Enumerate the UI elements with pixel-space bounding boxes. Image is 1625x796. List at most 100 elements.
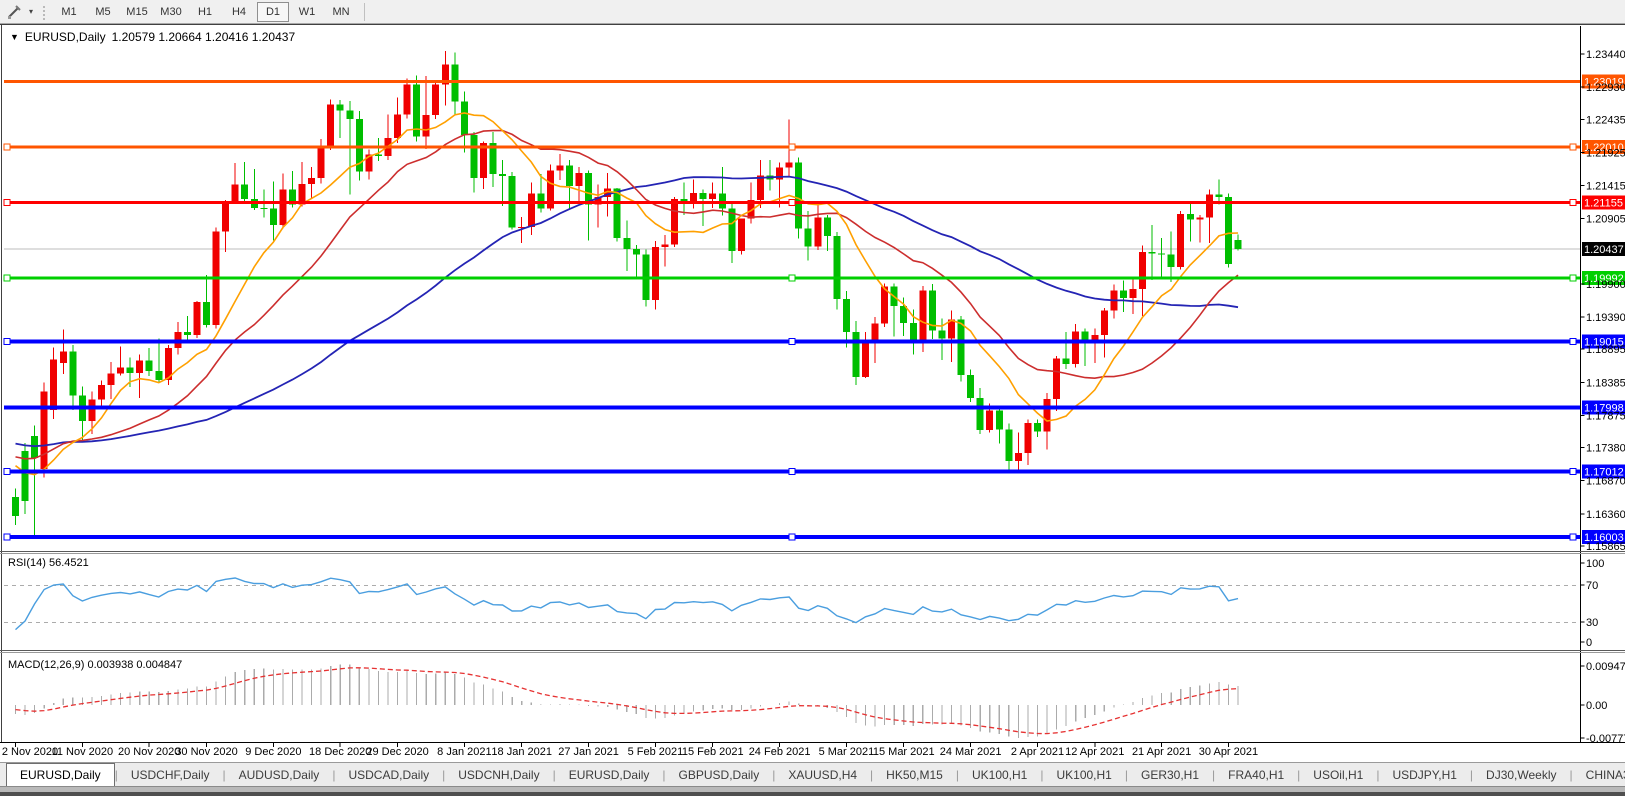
date-axis-label: 2 Nov 2020 — [2, 746, 58, 758]
hline-handle[interactable] — [1569, 143, 1577, 151]
hline-handle[interactable] — [1569, 337, 1577, 346]
ma-mid-line — [15, 129, 1239, 460]
tab-separator: | — [662, 767, 666, 782]
toolbar-grip[interactable] — [41, 3, 46, 20]
timeframe-toolbar: ▾ M1 M5 M15 M30 H1 H4 D1 W1 MN — [0, 0, 1625, 24]
tab-separator: | — [1569, 767, 1573, 782]
svg-text:1.17998: 1.17998 — [1584, 402, 1624, 414]
hline-handle[interactable] — [1569, 274, 1577, 282]
chart-tab-usoil-h1[interactable]: USOil,H1 — [1313, 767, 1364, 782]
price-axis-label: 1.17998 — [1582, 400, 1625, 415]
hline-handle[interactable] — [788, 143, 796, 151]
hline-handle[interactable] — [1569, 467, 1577, 476]
timeframe-button-m15[interactable]: M15 — [121, 2, 153, 22]
hline-handle[interactable] — [3, 533, 11, 541]
price-tick-label: 1.21925 — [1586, 147, 1625, 159]
hline-1.19015[interactable] — [3, 337, 1580, 346]
chart-tab-ger30-h1[interactable]: GER30,H1 — [1140, 767, 1200, 782]
hline-handle[interactable] — [788, 337, 796, 346]
tool-dropdown-caret-icon[interactable]: ▾ — [28, 7, 33, 16]
chart-tab-fra40-h1[interactable]: FRA40,H1 — [1228, 767, 1285, 782]
timeframe-button-w1[interactable]: W1 — [291, 2, 323, 22]
date-axis-label: 24 Mar 2021 — [940, 746, 1002, 758]
hline-handle[interactable] — [788, 198, 796, 207]
chart-tab-usdcnh-daily[interactable]: USDCNH,Daily — [458, 767, 540, 782]
svg-text:1.23019: 1.23019 — [1584, 76, 1624, 88]
chart-tab-usdjpy-h1[interactable]: USDJPY,H1 — [1392, 767, 1457, 782]
tab-separator: | — [1376, 767, 1380, 782]
chart-tab-audusd-daily[interactable]: AUDUSD,Daily — [238, 767, 320, 782]
crosshair-drawing-tool-icon[interactable] — [3, 2, 25, 22]
hline-handle[interactable] — [3, 337, 11, 346]
svg-text:1.19015: 1.19015 — [1584, 336, 1624, 348]
price-tick-label: 1.17380 — [1586, 443, 1625, 455]
hline-handle[interactable] — [3, 467, 11, 476]
timeframe-button-mn[interactable]: MN — [325, 2, 357, 22]
chart-tab-uk100-h1[interactable]: UK100,H1 — [1056, 767, 1112, 782]
hline-1.16003[interactable] — [3, 533, 1580, 541]
macd-scale-label: 0.00 — [1586, 700, 1607, 712]
date-axis-label: 24 Feb 2021 — [749, 746, 811, 758]
chart-tab-uk100-h1[interactable]: UK100,H1 — [971, 767, 1028, 782]
price-tick-label: 1.23440 — [1586, 49, 1625, 61]
chart-tab-usdchf-daily[interactable]: USDCHF,Daily — [130, 767, 210, 782]
rsi-scale-label: 70 — [1586, 580, 1598, 592]
chart-tab-china300-h1[interactable]: CHINA300,H1 — [1585, 767, 1625, 782]
timeframe-button-m5[interactable]: M5 — [87, 2, 119, 22]
hline-handle[interactable] — [3, 198, 11, 207]
chart-dropdown-icon[interactable]: ▼ — [10, 32, 19, 42]
chart-canvas[interactable]: 1.23019 1.22010 1.21155 1.19992 1.19015 1.179… — [0, 24, 1625, 762]
price-tick-label: 1.17875 — [1586, 410, 1625, 422]
date-axis-label: 29 Dec 2020 — [366, 746, 428, 758]
price-tick-label: 1.22435 — [1586, 114, 1625, 126]
chart-tab-bar: EURUSD,Daily | USDCHF,Daily | AUDUSD,Daily | U… — [0, 762, 1625, 786]
hline-handle[interactable] — [1569, 533, 1577, 541]
hline-handle[interactable] — [788, 533, 796, 541]
date-axis-label: 15 Feb 2021 — [682, 746, 744, 758]
price-tick-label: 1.21415 — [1586, 181, 1625, 193]
macd-signal-line — [15, 667, 1239, 735]
hline-1.17012[interactable] — [3, 467, 1580, 476]
price-axis-label: 1.21155 — [1582, 195, 1625, 210]
hline-handle[interactable] — [3, 274, 11, 282]
macd-panel-label: MACD(12,26,9) 0.003938 0.004847 — [8, 659, 182, 671]
hline-1.22010[interactable] — [3, 143, 1580, 151]
timeframe-button-d1[interactable]: D1 — [257, 1, 289, 22]
price-tick-label: 1.19900 — [1586, 279, 1625, 291]
chart-tab-eurusd-daily[interactable]: EURUSD,Daily — [568, 767, 650, 782]
macd-scale-label: -0.007778 — [1586, 733, 1625, 745]
hline-1.21155[interactable] — [3, 198, 1580, 207]
chart-tab-dj30-weekly[interactable]: DJ30,Weekly — [1486, 767, 1557, 782]
date-axis-label: 30 Nov 2020 — [175, 746, 237, 758]
price-axis-label: 1.22010 — [1582, 139, 1625, 154]
price-tick-label: 1.15865 — [1586, 541, 1625, 553]
price-tick-label: 1.16870 — [1586, 476, 1625, 488]
chart-tab-eurusd-daily[interactable]: EURUSD,Daily — [6, 763, 115, 786]
hline-handle[interactable] — [1569, 198, 1577, 207]
tab-separator: | — [1212, 767, 1216, 782]
hline-1.19992[interactable] — [3, 274, 1580, 282]
chart-tab-hk50-m15[interactable]: HK50,M15 — [886, 767, 943, 782]
timeframe-button-h1[interactable]: H1 — [189, 2, 221, 22]
chart-tab-gbpusd-daily[interactable]: GBPUSD,Daily — [678, 767, 760, 782]
date-axis-label: 20 Nov 2020 — [118, 746, 180, 758]
price-axis-label: 1.16003 — [1582, 530, 1625, 545]
chart-window[interactable]: 1.23019 1.22010 1.21155 1.19992 1.19015 1.179… — [0, 24, 1625, 762]
tab-separator: | — [1297, 767, 1301, 782]
timeframe-button-m30[interactable]: M30 — [155, 2, 187, 22]
tab-separator: | — [772, 767, 776, 782]
date-axis-label: 5 Feb 2021 — [628, 746, 684, 758]
timeframe-button-h4[interactable]: H4 — [223, 2, 255, 22]
hline-handle[interactable] — [788, 274, 796, 282]
hline-handle[interactable] — [3, 143, 11, 151]
timeframe-button-m1[interactable]: M1 — [53, 2, 85, 22]
chart-tab-usdcad-daily[interactable]: USDCAD,Daily — [348, 767, 430, 782]
price-tick-label: 1.19390 — [1586, 312, 1625, 324]
tab-separator: | — [552, 767, 556, 782]
hline-handle[interactable] — [788, 467, 796, 476]
tab-separator: | — [442, 767, 446, 782]
price-tick-label: 1.16360 — [1586, 509, 1625, 521]
ma-fast-line — [15, 112, 1239, 476]
chart-tab-xauusd-h4[interactable]: XAUUSD,H4 — [788, 767, 858, 782]
